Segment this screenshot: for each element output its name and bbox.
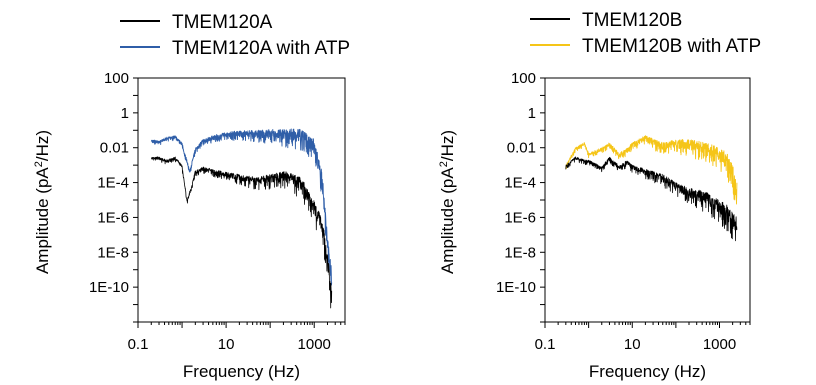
y-tick-label: 100 [511,70,536,87]
y-axis-label-main: Amplitude (pA [33,167,52,274]
plot-frame [544,77,751,323]
series-line [565,135,738,205]
y-tick-label: 1E-8 [97,244,129,261]
x-tick-label: 1000 [703,336,736,353]
y-tick-label: 1E-8 [504,244,536,261]
y-axis-label-end: /Hz) [438,130,457,161]
y-axis-label-superscript: 2 [33,161,45,167]
x-axis-label: Frequency (Hz) [183,362,300,381]
y-axis-label: Amplitude (pA2/Hz) [33,130,52,274]
x-tick-label: 10 [218,336,235,353]
y-tick-label: 0.01 [100,140,129,157]
chart-panel-1: 0.1 10 1000 100 1 0.01 1E-4 1E-6 1E-8 1E-10 Freque… [33,12,350,381]
y-axis-label-superscript: 2 [438,161,450,167]
y-tick-label: 100 [104,70,129,87]
y-tick-label: 1 [121,105,129,122]
y-tick-label: 1E-6 [504,209,536,226]
legend-label: TMEM120B [582,10,682,31]
x-tick-label: 0.1 [535,336,556,353]
plot-frame [137,77,346,323]
y-axis-label-end: /Hz) [33,130,52,161]
y-tick-label: 1E-6 [97,209,129,226]
legend-label: TMEM120A [172,12,273,33]
x-tick-label: 10 [624,336,641,353]
y-axis-label: Amplitude (pA2/Hz) [438,130,457,274]
y-tick-label: 1E-10 [496,279,536,296]
x-tick-label: 0.1 [128,336,149,353]
y-tick-label: 1E-4 [97,175,129,192]
series-line [151,156,333,309]
series-line [565,156,738,242]
x-axis-label: Frequency (Hz) [589,362,706,381]
y-tick-label: 1 [528,105,536,122]
legend-label: TMEM120B with ATP [582,36,761,57]
y-tick-label: 0.01 [507,140,536,157]
y-axis-label-main: Amplitude (pA [438,167,457,274]
series-line [150,128,333,286]
y-tick-label: 1E-4 [504,175,536,192]
y-tick-label: 1E-10 [89,279,129,296]
x-tick-label: 1000 [298,336,331,353]
chart-panel-2: 0.1 10 1000 100 1 0.01 1E-4 1E-6 1E-8 1E-10 Freque… [438,10,761,381]
legend-label: TMEM120A with ATP [172,38,350,59]
